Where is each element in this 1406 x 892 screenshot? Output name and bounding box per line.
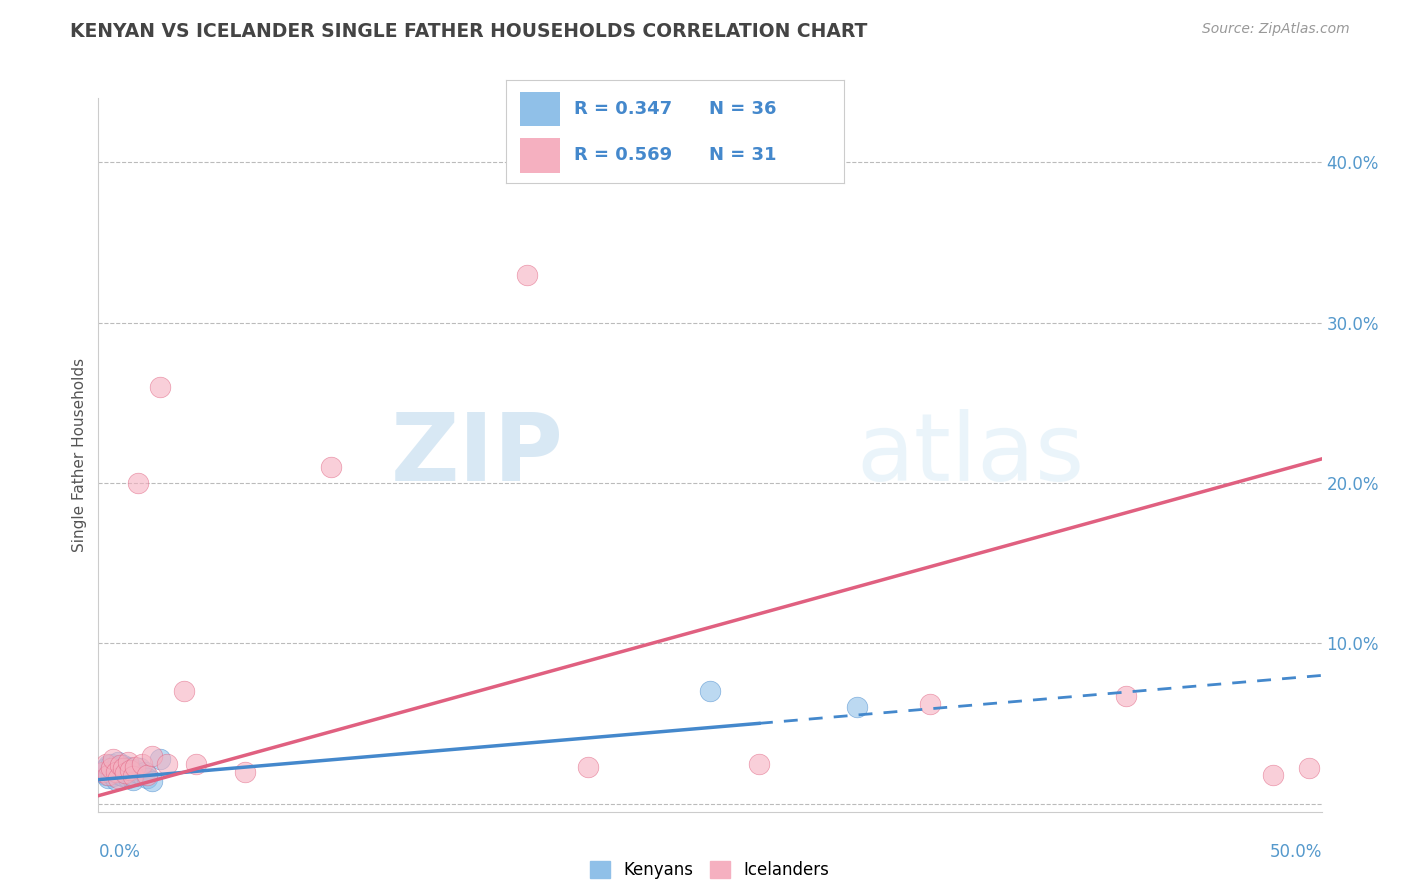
- Point: [110, 761, 132, 775]
- Point: [127, 475, 149, 490]
- Point: [101, 769, 124, 783]
- Point: [699, 684, 721, 698]
- Point: [100, 756, 122, 771]
- Point: [920, 698, 942, 712]
- Point: [114, 763, 136, 777]
- Point: [124, 769, 146, 783]
- Text: 0.0%: 0.0%: [98, 843, 141, 861]
- Point: [173, 684, 195, 698]
- Point: [101, 763, 124, 777]
- Point: [114, 766, 136, 780]
- Point: [94, 768, 117, 782]
- Point: [121, 772, 143, 787]
- Point: [117, 755, 139, 769]
- Point: [134, 764, 156, 779]
- Point: [101, 752, 124, 766]
- Point: [104, 760, 127, 774]
- Point: [120, 763, 142, 777]
- Text: R = 0.569: R = 0.569: [574, 146, 672, 164]
- Point: [127, 766, 149, 780]
- Point: [97, 758, 120, 772]
- Point: [111, 758, 134, 772]
- Point: [515, 268, 537, 282]
- Text: Source: ZipAtlas.com: Source: ZipAtlas.com: [1202, 22, 1350, 37]
- Point: [111, 761, 134, 775]
- Point: [110, 758, 132, 772]
- Text: KENYAN VS ICELANDER SINGLE FATHER HOUSEHOLDS CORRELATION CHART: KENYAN VS ICELANDER SINGLE FATHER HOUSEH…: [70, 22, 868, 41]
- Point: [120, 761, 142, 775]
- Point: [121, 764, 143, 779]
- Point: [97, 768, 120, 782]
- Point: [104, 772, 127, 787]
- Point: [141, 748, 163, 763]
- Text: N = 36: N = 36: [709, 100, 776, 118]
- Point: [121, 769, 143, 783]
- Point: [1115, 690, 1137, 704]
- Point: [124, 760, 146, 774]
- Point: [124, 763, 146, 777]
- Text: atlas: atlas: [856, 409, 1085, 501]
- Point: [233, 764, 256, 779]
- Point: [129, 761, 152, 775]
- Point: [576, 760, 599, 774]
- Point: [156, 756, 179, 771]
- Point: [94, 756, 117, 771]
- Point: [100, 766, 122, 780]
- Point: [319, 459, 342, 474]
- Point: [111, 769, 134, 783]
- Point: [141, 774, 163, 789]
- Point: [149, 380, 172, 394]
- FancyBboxPatch shape: [520, 92, 560, 127]
- Point: [1298, 761, 1320, 775]
- Point: [136, 768, 159, 782]
- Text: ZIP: ZIP: [391, 409, 564, 501]
- Text: R = 0.347: R = 0.347: [574, 100, 672, 118]
- Point: [117, 760, 139, 774]
- Point: [107, 755, 129, 769]
- Point: [131, 756, 153, 771]
- Point: [94, 761, 117, 775]
- Point: [149, 752, 172, 766]
- Point: [131, 768, 153, 782]
- Point: [748, 756, 770, 771]
- Point: [104, 764, 127, 779]
- Point: [91, 764, 114, 779]
- Legend: Kenyans, Icelanders: Kenyans, Icelanders: [583, 854, 837, 886]
- Point: [186, 756, 208, 771]
- Point: [136, 771, 159, 785]
- Point: [107, 771, 129, 785]
- Text: 50.0%: 50.0%: [1270, 843, 1322, 861]
- Point: [120, 768, 142, 782]
- Y-axis label: Single Father Households: Single Father Households: [72, 358, 87, 552]
- Point: [1261, 768, 1284, 782]
- Point: [110, 768, 132, 782]
- Point: [100, 761, 122, 775]
- Point: [845, 700, 868, 714]
- Text: N = 31: N = 31: [709, 146, 776, 164]
- Point: [114, 766, 136, 780]
- Point: [117, 771, 139, 785]
- Point: [97, 771, 120, 785]
- FancyBboxPatch shape: [520, 137, 560, 173]
- Point: [107, 764, 129, 779]
- Point: [91, 764, 114, 779]
